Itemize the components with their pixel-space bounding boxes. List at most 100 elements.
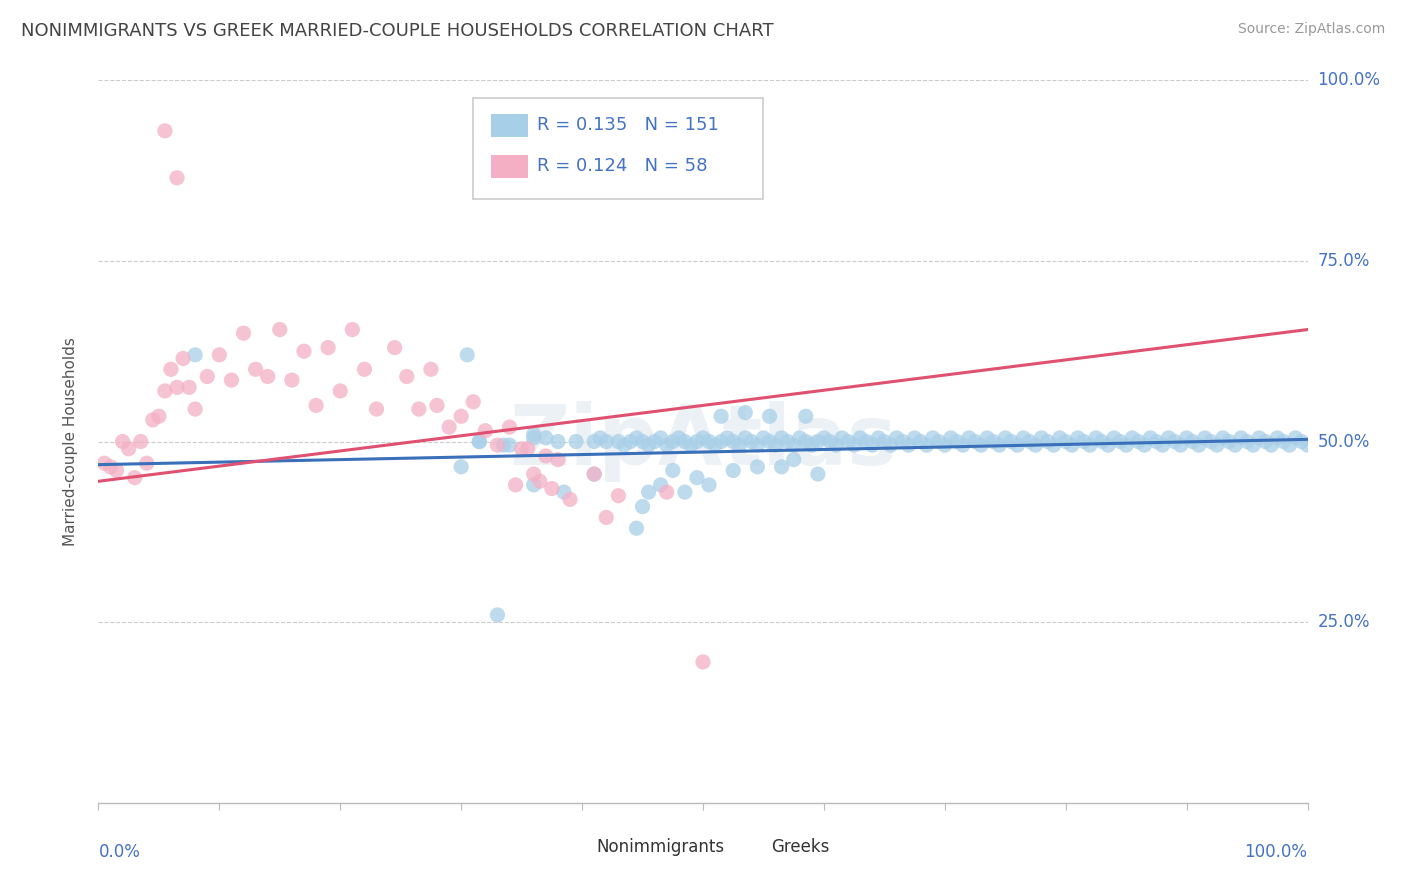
Point [844,438,866,452]
Point [1007,438,1029,452]
Point [988,438,1011,452]
Point [1152,438,1174,452]
Point [124,470,146,484]
Point [644,434,666,449]
Point [1223,438,1246,452]
Point [794,434,817,449]
Point [910,434,932,449]
Point [692,431,714,445]
Point [1175,431,1198,445]
Point [534,449,557,463]
Point [626,521,648,535]
Point [661,463,683,477]
Point [1133,438,1156,452]
Point [1024,438,1046,452]
Point [860,438,883,452]
Point [849,431,872,445]
Point [547,452,569,467]
Point [740,434,762,449]
Point [831,431,853,445]
Point [498,438,520,452]
Point [1115,438,1137,452]
Point [1139,431,1161,445]
Point [589,431,612,445]
Point [129,434,152,449]
Point [770,459,793,474]
Point [776,434,799,449]
Point [316,341,339,355]
Point [184,348,207,362]
Point [1230,431,1253,445]
Point [153,384,176,398]
Point [583,467,606,481]
Point [1272,434,1295,449]
Text: Nonimmigrants: Nonimmigrants [596,838,724,855]
Point [565,434,588,449]
Point [655,485,678,500]
Point [807,434,830,449]
Point [420,362,443,376]
Point [1031,431,1053,445]
Point [583,434,606,449]
Point [384,341,406,355]
Point [965,434,987,449]
Point [486,607,509,622]
Point [782,452,804,467]
Point [619,434,641,449]
Point [686,434,709,449]
Point [1212,431,1234,445]
Point [770,431,793,445]
Point [752,431,775,445]
Point [221,373,243,387]
Text: 100.0%: 100.0% [1317,71,1381,89]
Point [704,438,727,452]
Point [1206,438,1229,452]
Point [904,431,927,445]
Point [305,398,328,412]
Point [1018,434,1040,449]
Point [1267,431,1289,445]
Point [765,438,787,452]
Point [1199,434,1222,449]
Point [553,485,575,500]
Point [426,398,449,412]
Point [474,424,496,438]
Point [952,438,974,452]
Text: 100.0%: 100.0% [1244,843,1308,861]
Point [463,394,485,409]
Point [747,438,769,452]
Point [637,438,659,452]
Point [179,380,201,394]
Point [1157,431,1180,445]
Point [93,456,115,470]
Bar [564,837,591,857]
Point [523,431,546,445]
Point [661,434,683,449]
Point [523,478,546,492]
Point [486,438,509,452]
Point [607,489,630,503]
Point [813,431,835,445]
Point [800,438,823,452]
Point [1254,434,1277,449]
Point [558,492,581,507]
Text: R = 0.135   N = 151: R = 0.135 N = 151 [537,116,720,134]
Point [1236,434,1258,449]
Point [1102,431,1125,445]
Point [1036,434,1059,449]
Point [789,431,811,445]
Point [886,431,908,445]
Point [195,369,218,384]
Point [353,362,375,376]
Point [970,438,993,452]
Point [498,420,520,434]
Point [100,459,122,474]
Point [1128,434,1150,449]
Point [232,326,254,340]
Point [891,434,914,449]
Point [607,434,630,449]
Point [723,434,745,449]
Point [631,434,654,449]
Point [583,467,606,481]
Bar [492,113,527,136]
